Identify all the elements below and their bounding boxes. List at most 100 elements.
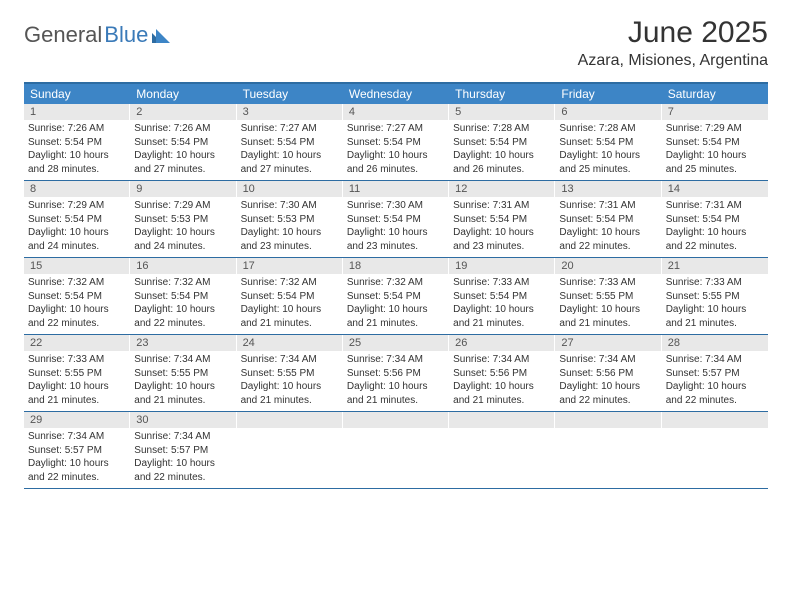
daylight-line: Daylight: 10 hours and 22 minutes. <box>666 226 764 253</box>
day-details: Sunrise: 7:26 AMSunset: 5:54 PMDaylight:… <box>130 120 236 176</box>
calendar-day: 30Sunrise: 7:34 AMSunset: 5:57 PMDayligh… <box>130 412 236 488</box>
sunset-line: Sunset: 5:56 PM <box>347 367 445 381</box>
day-details: Sunrise: 7:29 AMSunset: 5:54 PMDaylight:… <box>24 197 130 253</box>
sunset-line: Sunset: 5:54 PM <box>559 213 657 227</box>
daylight-line: Daylight: 10 hours and 23 minutes. <box>453 226 551 253</box>
day-number: 30 <box>130 412 236 428</box>
daylight-line: Daylight: 10 hours and 27 minutes. <box>241 149 339 176</box>
sunrise-line: Sunrise: 7:34 AM <box>666 353 764 367</box>
daylight-line: Daylight: 10 hours and 21 minutes. <box>347 380 445 407</box>
calendar-day: 22Sunrise: 7:33 AMSunset: 5:55 PMDayligh… <box>24 335 130 411</box>
day-details: Sunrise: 7:31 AMSunset: 5:54 PMDaylight:… <box>555 197 661 253</box>
sunrise-line: Sunrise: 7:33 AM <box>666 276 764 290</box>
day-details: Sunrise: 7:32 AMSunset: 5:54 PMDaylight:… <box>237 274 343 330</box>
day-number: 10 <box>237 181 343 197</box>
daylight-line: Daylight: 10 hours and 22 minutes. <box>666 380 764 407</box>
day-number: 5 <box>449 104 555 120</box>
calendar-day: 25Sunrise: 7:34 AMSunset: 5:56 PMDayligh… <box>343 335 449 411</box>
day-number <box>555 412 661 428</box>
day-details: Sunrise: 7:31 AMSunset: 5:54 PMDaylight:… <box>449 197 555 253</box>
calendar-day: 20Sunrise: 7:33 AMSunset: 5:55 PMDayligh… <box>555 258 661 334</box>
calendar-day: 16Sunrise: 7:32 AMSunset: 5:54 PMDayligh… <box>130 258 236 334</box>
day-number: 13 <box>555 181 661 197</box>
sunrise-line: Sunrise: 7:26 AM <box>134 122 232 136</box>
calendar-week: 8Sunrise: 7:29 AMSunset: 5:54 PMDaylight… <box>24 181 768 258</box>
daylight-line: Daylight: 10 hours and 22 minutes. <box>28 303 126 330</box>
calendar-day: 13Sunrise: 7:31 AMSunset: 5:54 PMDayligh… <box>555 181 661 257</box>
calendar-day: 14Sunrise: 7:31 AMSunset: 5:54 PMDayligh… <box>662 181 768 257</box>
sunset-line: Sunset: 5:54 PM <box>453 136 551 150</box>
day-number: 3 <box>237 104 343 120</box>
day-number: 12 <box>449 181 555 197</box>
sunrise-line: Sunrise: 7:32 AM <box>241 276 339 290</box>
calendar-day: 11Sunrise: 7:30 AMSunset: 5:54 PMDayligh… <box>343 181 449 257</box>
daylight-line: Daylight: 10 hours and 21 minutes. <box>453 303 551 330</box>
daylight-line: Daylight: 10 hours and 24 minutes. <box>28 226 126 253</box>
day-number: 18 <box>343 258 449 274</box>
calendar-day: 17Sunrise: 7:32 AMSunset: 5:54 PMDayligh… <box>237 258 343 334</box>
daylight-line: Daylight: 10 hours and 21 minutes. <box>134 380 232 407</box>
weekday-header: Tuesday <box>237 84 343 104</box>
day-details: Sunrise: 7:34 AMSunset: 5:56 PMDaylight:… <box>555 351 661 407</box>
daylight-line: Daylight: 10 hours and 21 minutes. <box>559 303 657 330</box>
calendar-day: 21Sunrise: 7:33 AMSunset: 5:55 PMDayligh… <box>662 258 768 334</box>
calendar-day: 29Sunrise: 7:34 AMSunset: 5:57 PMDayligh… <box>24 412 130 488</box>
sunrise-line: Sunrise: 7:27 AM <box>241 122 339 136</box>
weekday-header: Friday <box>555 84 661 104</box>
sunset-line: Sunset: 5:54 PM <box>453 290 551 304</box>
day-details: Sunrise: 7:33 AMSunset: 5:55 PMDaylight:… <box>555 274 661 330</box>
sunrise-line: Sunrise: 7:26 AM <box>28 122 126 136</box>
calendar-week: 29Sunrise: 7:34 AMSunset: 5:57 PMDayligh… <box>24 412 768 489</box>
sunrise-line: Sunrise: 7:34 AM <box>241 353 339 367</box>
day-number: 7 <box>662 104 768 120</box>
sunset-line: Sunset: 5:54 PM <box>666 213 764 227</box>
sunrise-line: Sunrise: 7:30 AM <box>347 199 445 213</box>
daylight-line: Daylight: 10 hours and 23 minutes. <box>241 226 339 253</box>
sunrise-line: Sunrise: 7:29 AM <box>134 199 232 213</box>
sunset-line: Sunset: 5:56 PM <box>559 367 657 381</box>
daylight-line: Daylight: 10 hours and 25 minutes. <box>559 149 657 176</box>
day-number: 21 <box>662 258 768 274</box>
calendar-day: 3Sunrise: 7:27 AMSunset: 5:54 PMDaylight… <box>237 104 343 180</box>
day-number <box>662 412 768 428</box>
calendar-day: 4Sunrise: 7:27 AMSunset: 5:54 PMDaylight… <box>343 104 449 180</box>
sunset-line: Sunset: 5:55 PM <box>666 290 764 304</box>
sunrise-line: Sunrise: 7:32 AM <box>134 276 232 290</box>
day-number <box>343 412 449 428</box>
sunrise-line: Sunrise: 7:31 AM <box>559 199 657 213</box>
calendar-day: 23Sunrise: 7:34 AMSunset: 5:55 PMDayligh… <box>130 335 236 411</box>
calendar-day: 6Sunrise: 7:28 AMSunset: 5:54 PMDaylight… <box>555 104 661 180</box>
calendar-day: 8Sunrise: 7:29 AMSunset: 5:54 PMDaylight… <box>24 181 130 257</box>
daylight-line: Daylight: 10 hours and 26 minutes. <box>453 149 551 176</box>
weekday-header: Monday <box>130 84 236 104</box>
day-number <box>449 412 555 428</box>
day-details: Sunrise: 7:34 AMSunset: 5:57 PMDaylight:… <box>130 428 236 484</box>
calendar-day <box>662 412 768 488</box>
calendar-day <box>449 412 555 488</box>
day-number: 19 <box>449 258 555 274</box>
sunset-line: Sunset: 5:53 PM <box>134 213 232 227</box>
day-number: 22 <box>24 335 130 351</box>
sunrise-line: Sunrise: 7:34 AM <box>347 353 445 367</box>
calendar-day: 1Sunrise: 7:26 AMSunset: 5:54 PMDaylight… <box>24 104 130 180</box>
sunrise-line: Sunrise: 7:34 AM <box>453 353 551 367</box>
logo-text-2: Blue <box>104 22 148 48</box>
daylight-line: Daylight: 10 hours and 23 minutes. <box>347 226 445 253</box>
day-details: Sunrise: 7:29 AMSunset: 5:53 PMDaylight:… <box>130 197 236 253</box>
day-number: 28 <box>662 335 768 351</box>
day-details: Sunrise: 7:30 AMSunset: 5:54 PMDaylight:… <box>343 197 449 253</box>
sunrise-line: Sunrise: 7:33 AM <box>559 276 657 290</box>
sunset-line: Sunset: 5:55 PM <box>28 367 126 381</box>
calendar-day: 7Sunrise: 7:29 AMSunset: 5:54 PMDaylight… <box>662 104 768 180</box>
day-details: Sunrise: 7:34 AMSunset: 5:56 PMDaylight:… <box>449 351 555 407</box>
calendar-day: 9Sunrise: 7:29 AMSunset: 5:53 PMDaylight… <box>130 181 236 257</box>
sunset-line: Sunset: 5:54 PM <box>241 290 339 304</box>
day-details: Sunrise: 7:33 AMSunset: 5:54 PMDaylight:… <box>449 274 555 330</box>
weekday-header: Sunday <box>24 84 130 104</box>
sunrise-line: Sunrise: 7:33 AM <box>28 353 126 367</box>
daylight-line: Daylight: 10 hours and 21 minutes. <box>347 303 445 330</box>
sunset-line: Sunset: 5:54 PM <box>347 136 445 150</box>
sunset-line: Sunset: 5:54 PM <box>347 213 445 227</box>
sunrise-line: Sunrise: 7:34 AM <box>28 430 126 444</box>
sunrise-line: Sunrise: 7:31 AM <box>453 199 551 213</box>
